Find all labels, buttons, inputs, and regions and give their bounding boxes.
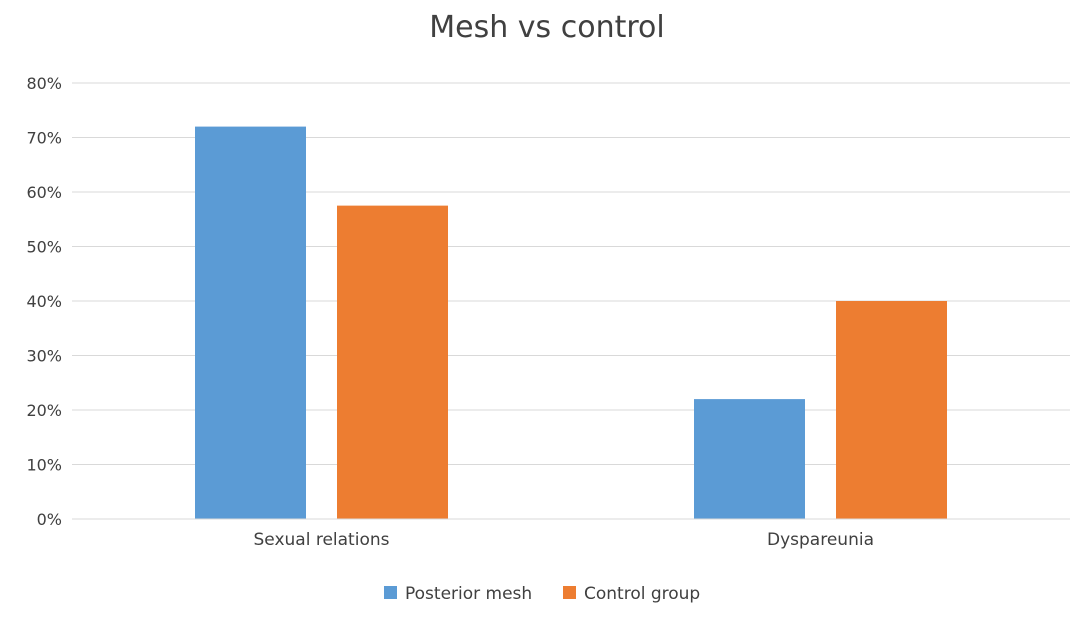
chart-title: Mesh vs control [429, 10, 664, 45]
y-tick-label: 40% [26, 292, 62, 311]
y-tick-label: 80% [26, 74, 62, 93]
legend-swatch [563, 586, 576, 599]
y-tick-label: 70% [26, 129, 62, 148]
y-tick-label: 20% [26, 401, 62, 420]
bar-control-group-0 [337, 205, 448, 519]
bar-posterior-mesh-1 [694, 399, 805, 519]
bar-posterior-mesh-0 [195, 126, 306, 519]
x-axis-labels: Sexual relations Dyspareunia [254, 530, 874, 550]
x-category-label: Sexual relations [254, 530, 390, 550]
y-tick-label: 10% [26, 456, 62, 475]
legend-label: Posterior mesh [405, 584, 532, 604]
y-axis-ticks: 0% 10% 20% 30% 40% 50% 60% 70% 80% [26, 74, 62, 529]
legend-swatch [384, 586, 397, 599]
y-tick-label: 0% [37, 510, 62, 529]
bar-control-group-1 [836, 301, 947, 519]
legend: Posterior mesh Control group [384, 584, 700, 604]
x-category-label: Dyspareunia [767, 530, 874, 550]
y-tick-label: 50% [26, 238, 62, 257]
legend-label: Control group [584, 584, 700, 604]
y-tick-label: 30% [26, 347, 62, 366]
bars [195, 126, 947, 519]
y-tick-label: 60% [26, 183, 62, 202]
